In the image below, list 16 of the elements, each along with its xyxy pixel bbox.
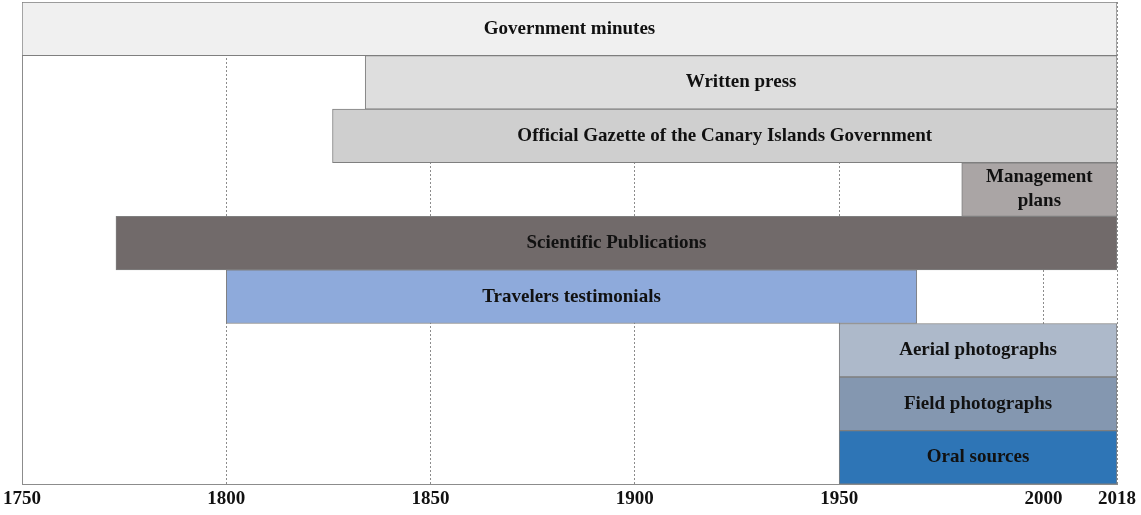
x-tick-label: 1900 <box>615 486 654 508</box>
y-tick-label: Travelers testimonials <box>482 284 661 306</box>
y-tick-label: Government minutes <box>483 16 656 38</box>
y-tick-label: Oral sources <box>926 445 1030 467</box>
y-tick-label: Field photographs <box>903 391 1053 413</box>
y-tick-label: Scientific Publications <box>526 231 707 253</box>
x-tick-label: 1850 <box>411 486 450 508</box>
y-tick-label: Written press <box>685 70 797 92</box>
x-tick-label: 1950 <box>820 486 859 508</box>
y-tick-label: Official Gazette of the Canary Islands Government <box>517 123 933 145</box>
x-tick-label: 2018 <box>1098 486 1136 508</box>
x-tick-label: 2000 <box>1024 486 1063 508</box>
y-tick-label: Aerial photographs <box>899 338 1057 360</box>
y-tick-label: Management plans <box>986 165 1094 211</box>
x-tick-label: 1750 <box>3 486 41 508</box>
x-tick-label: 1800 <box>207 486 246 508</box>
